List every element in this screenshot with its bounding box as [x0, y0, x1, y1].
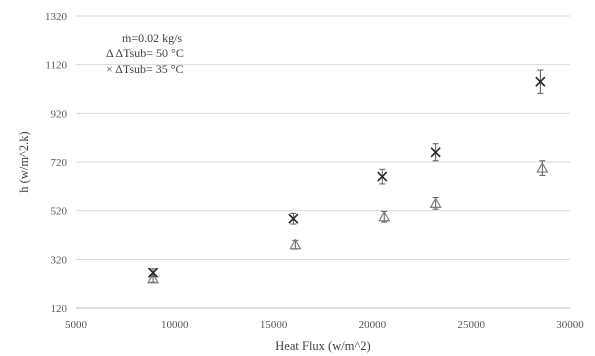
x-marker-stroke-b: [288, 213, 299, 224]
y-tick-label-120: 120: [51, 303, 68, 315]
series-2-point-1: [147, 267, 159, 278]
gridlines: [76, 15, 570, 260]
triangle-marker: [378, 210, 391, 222]
x-marker-stroke-b: [430, 147, 441, 158]
y-tick-label-1320: 1320: [45, 11, 68, 23]
legend: ṁ=0.02 kg/s Δ ΔTsub= 50 °C × ΔTsub= 35 °…: [106, 31, 184, 76]
series-1-point-4: [429, 197, 442, 210]
x-tick-label-25000: 25000: [457, 319, 485, 331]
y-tick-labels: 120 320 520 720 920 1120 1320: [45, 11, 68, 315]
data-series: [147, 69, 549, 284]
series-2-point-4: [430, 143, 441, 162]
series-1-point-3: [378, 210, 391, 223]
x-tick-label-5000: 5000: [65, 319, 88, 331]
y-tick-label-520: 520: [51, 206, 68, 218]
series-2-point-5: [535, 69, 546, 94]
x-marker-stroke-b: [377, 171, 388, 182]
series-1-point-2: [289, 238, 302, 250]
x-marker-stroke-b: [535, 76, 546, 87]
x-tick-label-20000: 20000: [359, 319, 387, 331]
x-tick-label-10000: 10000: [161, 319, 189, 331]
triangle-marker: [429, 197, 442, 208]
series-2-point-2: [288, 212, 299, 225]
triangle-marker: [147, 272, 160, 284]
y-tick-label-320: 320: [51, 254, 68, 266]
triangle-marker: [536, 161, 549, 173]
x-tick-labels: 5000 10000 15000 20000 25000 30000: [65, 319, 584, 331]
series-1-point-5: [536, 160, 549, 176]
triangle-marker: [289, 238, 302, 250]
y-tick-label-1120: 1120: [45, 60, 67, 72]
y-tick-label-720: 720: [51, 157, 68, 169]
x-marker-stroke-b: [147, 267, 159, 278]
y-axis-title: h (w/m^2.k): [17, 131, 31, 192]
series-2-point-3: [377, 168, 388, 185]
legend-x-series: × ΔTsub= 35 °C: [106, 62, 184, 76]
x-tick-label-15000: 15000: [260, 319, 288, 331]
x-axis-title: Heat Flux (w/m^2): [275, 339, 370, 353]
y-tick-label-920: 920: [51, 108, 68, 120]
x-tick-label-30000: 30000: [556, 319, 584, 331]
legend-flow-rate: ṁ=0.02 kg/s: [122, 31, 182, 45]
legend-triangle-series: Δ ΔTsub= 50 °C: [106, 46, 184, 60]
